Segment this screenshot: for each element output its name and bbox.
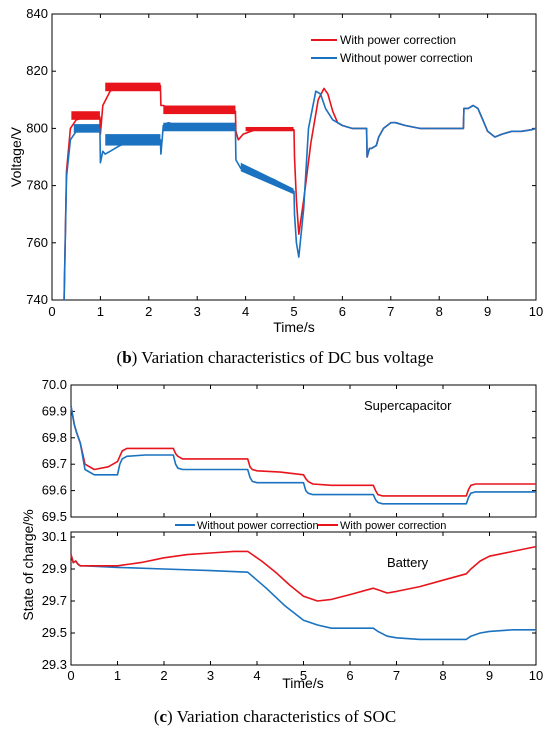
voltage-ytick-label: 740 [26, 292, 48, 307]
voltage-y-axis-label: Voltage/V [8, 126, 24, 187]
battery-ytick-label: 29.3 [42, 657, 67, 672]
soc-xtick-label: 8 [439, 668, 446, 683]
voltage-xtick-label: 0 [48, 304, 55, 319]
soc-xtick-label: 10 [529, 668, 543, 683]
soc-xtick-label: 5 [300, 668, 307, 683]
voltage-ripple-band-with [163, 105, 236, 115]
soc-bottom-frame [70, 531, 537, 666]
battery-ytick-label: 29.9 [42, 561, 67, 576]
battery-series-lines [70, 545, 537, 641]
soc-chart: 69.569.669.769.869.970.0 29.329.529.729.… [20, 377, 543, 691]
voltage-ytick-label: 760 [26, 235, 48, 250]
voltage-legend: With power correction Without power corr… [311, 33, 473, 65]
voltage-xtick-label: 3 [194, 304, 201, 319]
soc-xtick-label: 4 [253, 668, 260, 683]
caption-c-letter: c [159, 707, 167, 726]
battery-annotation: Battery [387, 555, 429, 570]
soc-legend-label-with: With power correction [340, 520, 446, 532]
caption-b-letter: b [122, 348, 131, 367]
voltage-y-ticks: 740 760 780 800 820 840 [26, 6, 536, 307]
voltage-xtick-label: 8 [436, 304, 443, 319]
battery-line-with-correction [70, 545, 537, 602]
caption-c: (c) Variation characteristics of SOC [154, 707, 396, 726]
voltage-line-without-correction [63, 90, 537, 301]
soc-legend: Without power correction With power corr… [175, 520, 446, 532]
supercap-ytick-label: 69.9 [42, 403, 67, 418]
voltage-ytick-label: 820 [26, 63, 48, 78]
soc-xtick-label: 2 [160, 668, 167, 683]
voltage-xtick-label: 10 [529, 304, 543, 319]
voltage-ytick-label: 800 [26, 120, 48, 135]
caption-c-text: Variation characteristics of SOC [173, 707, 396, 726]
soc-x-ticks: 0 1 2 3 4 5 6 7 8 9 10 [67, 385, 543, 683]
voltage-ripple-band-with [71, 111, 100, 120]
voltage-xtick-label: 4 [242, 304, 249, 319]
voltage-ytick-label: 780 [26, 178, 48, 193]
soc-xtick-label: 3 [207, 668, 214, 683]
voltage-x-axis-label: Time/s [273, 319, 314, 335]
voltage-xtick-label: 7 [387, 304, 394, 319]
soc-legend-label-without: Without power correction [197, 520, 319, 532]
voltage-xtick-label: 2 [145, 304, 152, 319]
supercap-annotation: Supercapacitor [364, 398, 452, 413]
supercap-y-ticks: 69.5 69.6 69.7 69.8 69.9 70.0 [42, 377, 536, 524]
caption-b-text: Variation characteristics of DC bus volt… [137, 348, 433, 367]
battery-ytick-label: 29.5 [42, 625, 67, 640]
soc-xtick-label: 0 [67, 668, 74, 683]
supercap-line-with-correction [70, 405, 536, 497]
voltage-ripple-band-without [240, 162, 294, 195]
voltage-chart: 0 1 2 3 4 5 6 7 8 9 10 740 760 780 800 820 840 Time/s V… [8, 6, 543, 335]
voltage-xtick-label: 9 [484, 304, 491, 319]
soc-xtick-label: 1 [114, 668, 121, 683]
supercap-ytick-label: 69.7 [42, 456, 67, 471]
voltage-series-lines [63, 82, 537, 301]
voltage-xtick-label: 6 [339, 304, 346, 319]
battery-ytick-label: 30.1 [42, 529, 67, 544]
soc-top-frame [70, 384, 537, 518]
voltage-xtick-label: 1 [97, 304, 104, 319]
voltage-ytick-label: 840 [26, 6, 48, 21]
supercap-ytick-label: 69.8 [42, 430, 67, 445]
legend-label-with: With power correction [340, 33, 456, 47]
supercap-ytick-label: 70.0 [42, 377, 67, 392]
caption-b: (b) Variation characteristics of DC bus … [117, 348, 434, 367]
battery-ytick-label: 29.7 [42, 593, 67, 608]
soc-y-axis-label: State of charge/% [20, 509, 36, 620]
voltage-xtick-label: 5 [290, 304, 297, 319]
soc-xtick-label: 9 [486, 668, 493, 683]
supercap-line-without-correction [70, 405, 536, 505]
soc-xtick-label: 7 [393, 668, 400, 683]
supercap-ytick-label: 69.5 [42, 509, 67, 524]
soc-xtick-label: 6 [346, 668, 353, 683]
voltage-ripple-band-with [105, 82, 161, 92]
voltage-x-ticks: 0 1 2 3 4 5 6 7 8 9 10 [48, 14, 543, 319]
battery-y-ticks: 29.3 29.5 29.7 29.9 30.1 [42, 529, 536, 672]
soc-x-axis-label: Time/s [282, 675, 323, 691]
supercap-ytick-label: 69.6 [42, 483, 67, 498]
supercap-series-lines [70, 405, 536, 505]
voltage-line-with-correction [63, 84, 537, 301]
legend-label-without: Without power correction [340, 51, 473, 65]
